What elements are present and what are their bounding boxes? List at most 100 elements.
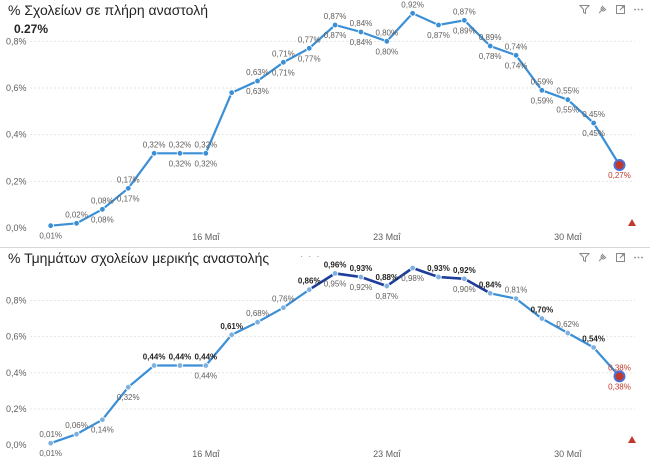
chart-panel-partial-suspension: · · · % Τμημάτων σχολείων μερικής αναστο… (0, 247, 650, 466)
data-label: 0,08% (91, 215, 114, 224)
data-label: 0,92% (350, 283, 373, 292)
data-point (125, 384, 131, 390)
data-point (203, 151, 209, 157)
data-label: 0,87% (453, 7, 476, 16)
data-label: 0,59% (531, 77, 554, 86)
data-label: 0,74% (505, 42, 528, 51)
data-label: 0,45% (582, 129, 605, 138)
data-label: 0,87% (427, 31, 450, 40)
data-label: 0,80% (375, 47, 398, 56)
data-point (462, 18, 468, 24)
data-label: 0,95% (324, 279, 347, 288)
x-tick-label: 16 Μαΐ (192, 232, 220, 242)
data-label: 0,98% (401, 274, 424, 283)
data-label: 0,02% (65, 210, 88, 219)
data-label: 0,87% (324, 31, 347, 40)
data-label: 0,44% (194, 353, 217, 362)
data-point (614, 371, 624, 381)
data-label: 0,84% (350, 19, 373, 28)
data-label: 0,38% (608, 363, 631, 372)
data-label: 0,63% (246, 87, 269, 96)
data-label: 0,01% (39, 449, 62, 458)
data-label: 0,55% (556, 87, 579, 96)
data-label: 0,84% (479, 280, 502, 289)
x-tick-label: 23 Μαΐ (373, 449, 401, 459)
data-point (384, 39, 390, 45)
data-point (614, 160, 624, 170)
y-tick-label: 0,6% (6, 332, 27, 342)
data-label: 0,81% (505, 286, 528, 295)
data-point (332, 271, 338, 277)
data-point (591, 345, 597, 351)
data-label: 0,89% (479, 33, 502, 42)
data-label: 0,71% (272, 49, 295, 58)
data-label: 0,88% (375, 273, 398, 282)
data-label: 0,63% (246, 68, 269, 77)
data-point (48, 440, 54, 446)
data-label: 0,17% (117, 194, 140, 203)
data-point (125, 186, 131, 192)
data-label: 0,87% (324, 12, 347, 21)
data-point (255, 78, 261, 84)
data-point (100, 207, 106, 213)
x-tick-label: 30 Μαΐ (554, 449, 582, 459)
data-label: 0,80% (375, 28, 398, 37)
data-label: 0,96% (324, 260, 347, 269)
data-point (48, 223, 54, 229)
data-point (229, 90, 235, 96)
data-label: 0,44% (169, 353, 192, 362)
data-point (151, 151, 157, 157)
data-point (358, 29, 364, 35)
data-point (151, 363, 157, 369)
data-point (565, 330, 571, 336)
data-label: 0,27% (608, 171, 631, 180)
data-label: 0,01% (39, 430, 62, 439)
data-label: 0,32% (117, 393, 140, 402)
data-point (436, 22, 442, 28)
y-tick-label: 0,8% (6, 296, 27, 306)
y-tick-label: 0,4% (6, 130, 27, 140)
y-tick-label: 0,2% (6, 404, 27, 414)
data-label: 0,71% (272, 68, 295, 77)
data-point (513, 296, 519, 302)
data-point (74, 431, 80, 437)
data-label: 0,61% (220, 322, 243, 331)
data-label: 0,93% (427, 264, 450, 273)
data-point (332, 22, 338, 28)
data-label: 0,14% (91, 426, 114, 435)
data-label: 0,74% (505, 61, 528, 70)
x-tick-label: 30 Μαΐ (554, 232, 582, 242)
data-point (410, 11, 416, 17)
data-point (281, 60, 287, 66)
data-label: 0,90% (453, 285, 476, 294)
line-chart-partial-suspension: 0,0%0,2%0,4%0,6%0,8%16 Μαΐ23 Μαΐ30 Μαΐ0,… (0, 248, 650, 466)
data-point (384, 283, 390, 289)
data-label: 0,89% (453, 26, 476, 35)
data-label: 0,70% (531, 306, 554, 315)
data-label: 0,01% (39, 232, 62, 241)
data-label: 0,76% (272, 295, 295, 304)
data-label: 0,84% (350, 38, 373, 47)
data-label: 0,32% (169, 159, 192, 168)
data-point (487, 290, 493, 296)
data-point (410, 265, 416, 271)
data-point (229, 332, 235, 338)
data-label: 0,77% (298, 35, 321, 44)
data-point (513, 53, 519, 59)
data-label: 0,32% (143, 140, 166, 149)
data-label: 0,32% (194, 140, 217, 149)
x-tick-label: 23 Μαΐ (373, 232, 401, 242)
y-tick-label: 0,4% (6, 368, 27, 378)
data-point (306, 46, 312, 52)
data-label: 0,77% (298, 54, 321, 63)
data-label: 0,86% (298, 277, 321, 286)
y-tick-label: 0,8% (6, 36, 27, 46)
data-label: 0,59% (531, 96, 554, 105)
data-label: 0,92% (453, 266, 476, 275)
data-point (539, 316, 545, 322)
data-label: 0,06% (65, 421, 88, 430)
data-point (462, 276, 468, 282)
data-point (100, 417, 106, 423)
data-label: 0,78% (479, 52, 502, 61)
y-tick-label: 0,6% (6, 83, 27, 93)
